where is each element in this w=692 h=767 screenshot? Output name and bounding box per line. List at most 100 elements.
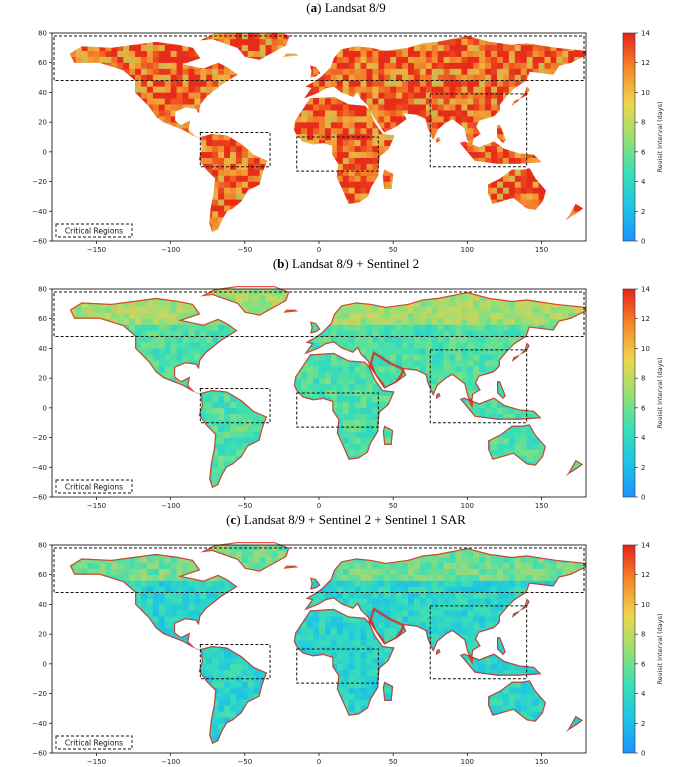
land-cell: [491, 56, 498, 63]
land-cell: [271, 122, 278, 129]
land-cell: [230, 128, 237, 135]
land-cell: [307, 413, 314, 420]
land-cell: [164, 145, 171, 153]
land-cell: [514, 122, 521, 129]
land-cell: [158, 74, 165, 81]
land-cell: [455, 193, 462, 200]
land-cell: [58, 449, 64, 455]
land-cell: [194, 449, 201, 456]
land-cell: [111, 187, 118, 194]
land-cell: [105, 294, 112, 302]
land-cell: [378, 134, 385, 141]
land-cell: [158, 449, 165, 456]
land-cell: [265, 223, 272, 230]
land-cell: [384, 181, 391, 188]
land-cell: [366, 229, 373, 233]
land-cell: [230, 336, 237, 343]
land-cell: [514, 116, 521, 123]
land-cell: [58, 313, 64, 319]
land-cell: [342, 336, 349, 343]
land-cell: [313, 354, 320, 361]
land-cell: [497, 229, 504, 233]
land-cell: [200, 300, 207, 308]
land-cell: [93, 128, 100, 135]
land-cell: [182, 324, 189, 331]
land-cell: [182, 223, 189, 230]
land-cell: [408, 223, 415, 230]
land-cell: [146, 419, 154, 426]
land-cell: [224, 491, 230, 497]
land-cell: [372, 181, 379, 188]
land-cell: [58, 295, 64, 301]
land-cell: [443, 187, 450, 194]
land-cell: [87, 187, 94, 194]
land-cell: [342, 145, 349, 153]
land-cell: [550, 181, 557, 188]
land-cell: [538, 151, 545, 158]
land-cell: [402, 92, 409, 99]
land-cell: [58, 354, 64, 360]
land-cell: [117, 378, 124, 385]
land-cell: [176, 324, 183, 331]
land-cell: [87, 92, 94, 99]
land-cell: [366, 217, 373, 224]
land-cell: [532, 68, 539, 75]
land-cell: [200, 324, 207, 331]
land-cell: [152, 461, 159, 468]
land-cell: [146, 479, 154, 486]
land-cell: [449, 229, 456, 233]
land-cell: [295, 50, 302, 57]
land-cell: [241, 193, 248, 200]
land-cell: [158, 92, 165, 99]
land-cell: [366, 139, 373, 147]
land-cell: [253, 217, 260, 224]
land-cell: [164, 407, 171, 414]
land-cell: [111, 193, 118, 200]
land-cell: [158, 485, 165, 489]
land-cell: [408, 110, 415, 117]
land-cell: [170, 193, 177, 200]
land-cell: [182, 336, 189, 343]
land-cell: [336, 342, 343, 349]
land-cell: [52, 402, 58, 408]
land-cell: [58, 467, 64, 473]
land-cell: [52, 104, 58, 110]
land-cell: [99, 98, 106, 105]
land-cell: [336, 407, 343, 414]
land-cell: [147, 235, 153, 241]
land-cell: [230, 44, 237, 52]
land-cell: [235, 86, 243, 93]
land-cell: [307, 110, 314, 117]
land-cell: [514, 211, 521, 218]
land-cell: [164, 312, 171, 319]
land-cell: [455, 80, 462, 87]
land-cell: [164, 44, 171, 52]
land-cell: [289, 342, 296, 349]
land-cell: [307, 473, 314, 480]
land-cell: [271, 336, 278, 343]
land-cell: [87, 169, 94, 176]
land-cell: [301, 68, 308, 75]
land-cell: [437, 181, 444, 188]
land-cell: [277, 336, 284, 343]
land-cell: [467, 151, 474, 158]
land-cell: [277, 80, 284, 87]
land-cell: [277, 139, 284, 147]
land-cell: [295, 74, 302, 81]
land-cell: [52, 455, 58, 461]
land-cell: [247, 449, 254, 456]
land-cell: [313, 407, 320, 414]
land-cell: [461, 62, 468, 69]
land-cell: [467, 139, 474, 147]
land-cell: [502, 193, 510, 200]
land-cell: [372, 80, 379, 87]
land-cell: [235, 407, 243, 414]
land-cell: [75, 467, 82, 474]
land-cell: [289, 74, 296, 81]
land-cell: [319, 169, 326, 176]
land-cell: [141, 413, 148, 420]
land-cell: [485, 68, 492, 75]
land-cell: [69, 425, 76, 432]
land-cell: [164, 324, 171, 331]
land-cell: [455, 98, 462, 105]
